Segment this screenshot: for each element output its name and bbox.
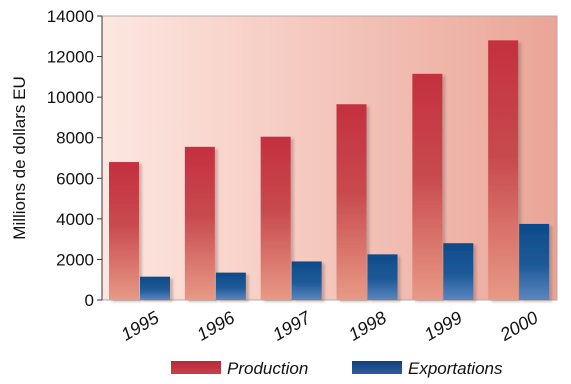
bar-exportations-1995	[140, 276, 170, 300]
y-tick-label: 8000	[56, 129, 94, 148]
x-axis-labels: 1995 1996 1997 1998 1999 2000	[118, 307, 542, 345]
x-tick-label-1995: 1995	[118, 307, 164, 345]
x-tick-label-1999: 1999	[421, 307, 466, 344]
bar-exportations-1998	[367, 254, 398, 300]
y-tick-label: 0	[85, 291, 94, 310]
legend: Production Exportations	[171, 359, 503, 378]
bar-production-1997	[260, 136, 291, 300]
x-tick-label-1998: 1998	[345, 307, 390, 344]
y-axis: 0 2000 4000 6000 8000 10000 12000 14000	[47, 7, 103, 310]
bar-production-1998	[336, 104, 367, 300]
legend-swatch-production	[171, 361, 221, 374]
x-tick-label-1996: 1996	[193, 307, 239, 345]
bar-exportations-2000	[519, 223, 550, 300]
y-tick-label: 10000	[47, 88, 94, 107]
x-tick-label-1997: 1997	[269, 307, 315, 345]
bar-exportations-1999	[443, 243, 474, 300]
bar-exportations-1997	[291, 261, 322, 300]
y-tick-label: 12000	[47, 48, 94, 67]
plot-area	[101, 15, 558, 301]
x-tick-label-2000: 2000	[496, 307, 542, 345]
bar-production-1999	[412, 73, 443, 300]
bar-exportations-1996	[215, 272, 246, 300]
legend-label-exportations: Exportations	[408, 359, 503, 378]
y-axis-label: Millions de dollars EU	[10, 76, 29, 239]
y-tick-label: 4000	[56, 210, 94, 229]
bar-production-1995	[109, 162, 139, 300]
legend-swatch-exportations	[352, 361, 402, 374]
y-tick-label: 6000	[56, 169, 94, 188]
y-tick-label: 14000	[47, 7, 94, 26]
bar-production-1996	[184, 146, 215, 300]
bar-production-2000	[488, 40, 519, 300]
y-tick-label: 2000	[56, 250, 94, 269]
bars	[109, 40, 550, 300]
legend-label-production: Production	[227, 359, 308, 378]
